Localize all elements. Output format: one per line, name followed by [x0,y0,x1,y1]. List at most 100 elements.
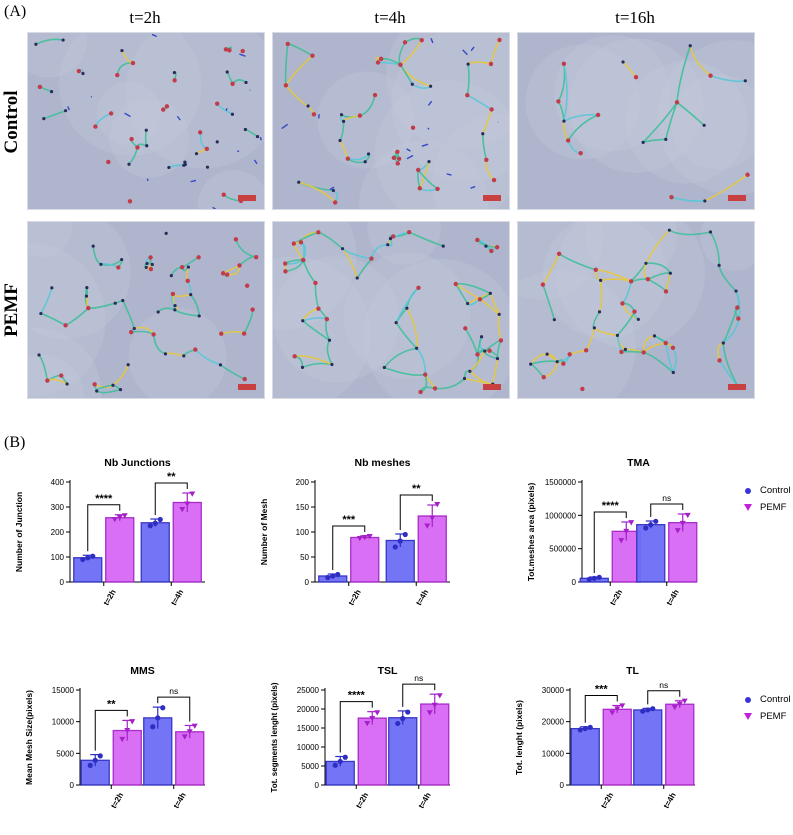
cell-node [689,44,692,47]
junction-node [151,332,155,336]
junction-node [180,265,184,269]
junction-node [489,107,493,111]
data-point [645,707,650,712]
junction-node [316,306,320,310]
y-tick-label: 100 [296,528,310,537]
cell-node [498,313,501,316]
data-point [648,522,653,527]
bar-control [637,525,665,582]
x-tick-label: t=2h [102,588,118,607]
cell-node [198,314,201,317]
legend-top: Control PEMF [743,482,791,516]
junction-node [435,187,439,191]
cell-node [145,266,148,269]
y-tick-label: 5000 [56,749,74,758]
junction-node [376,60,380,64]
junction-node [135,145,139,149]
junction-node [675,100,679,104]
cell-node [529,363,532,366]
cell-node [42,117,45,120]
background-blob [318,71,415,168]
cell-node [616,334,619,337]
cell-node [50,286,53,289]
scale-bar [238,195,256,201]
cell-node [81,72,84,75]
data-point [583,726,588,731]
junction-node [489,62,493,66]
cell-node [496,357,499,360]
cell-node [599,279,602,282]
cell-node [95,389,98,392]
significance-bracket [648,691,680,705]
circle-marker-icon [745,697,751,703]
cell-node [427,160,430,163]
junction-node [241,49,245,53]
junction-node [556,99,560,103]
micrograph-control-4h [272,32,510,210]
cell-node [644,262,647,265]
bar-control [74,558,102,582]
scale-bar [483,384,501,390]
significance-label: *** [342,514,356,526]
junction-node [301,258,305,262]
data-point [685,513,691,518]
junction-node [567,352,571,356]
junction-node [717,358,721,362]
junction-node [416,286,420,290]
chart-title: TSL [378,665,398,677]
cell-node [99,263,102,266]
cell-node [642,141,645,144]
cell-node [182,354,185,357]
chart-title: TMA [627,457,650,469]
junction-node [596,113,600,117]
junction-node [641,350,645,354]
cell-node [395,321,398,324]
panel-b-label: (B) [4,434,25,452]
cell-node [480,335,483,338]
data-point [158,517,163,522]
y-tick-label: 30000 [542,686,565,695]
junction-node [492,178,496,182]
junction-node [128,199,132,203]
junction-node [478,297,482,301]
junction-node [379,57,383,61]
cell-node [306,104,309,107]
y-axis-label: Tot. lenght (pixels) [514,700,524,775]
cell-node [703,124,706,127]
cell-node [637,318,640,321]
y-tick-label: 400 [51,478,65,487]
y-tick-label: 200 [51,528,65,537]
junction-node [454,282,458,286]
cell-node [364,160,367,163]
cell-node [170,274,173,277]
data-point [330,573,335,578]
data-point [90,554,95,559]
chart-title: Nb Junctions [104,457,171,469]
data-point [395,721,400,726]
junction-node [484,158,488,162]
x-tick-label: t=2h [599,791,615,810]
cell-node [50,90,53,93]
cell-node [481,132,484,135]
data-point [343,755,348,760]
junction-node [397,157,401,161]
cell-node [593,326,596,329]
y-tick-label: 1000000 [545,511,577,520]
junction-node [407,230,411,234]
junction-node [396,161,400,165]
cell-node [653,334,656,337]
cell-node [120,49,123,52]
junction-node [243,377,247,381]
junction-node [465,93,469,97]
cell-node [341,247,344,250]
background-blob [569,38,703,172]
junction-node [198,130,202,134]
cell-node [709,230,712,233]
isolated-segment [260,137,261,140]
triangle-marker-icon [744,504,752,511]
junction-node [310,53,314,57]
column-label-2h: t=2h [27,8,263,28]
micrograph-pemf-2h [27,221,265,399]
junction-node [594,268,598,272]
junction-node [131,61,135,65]
